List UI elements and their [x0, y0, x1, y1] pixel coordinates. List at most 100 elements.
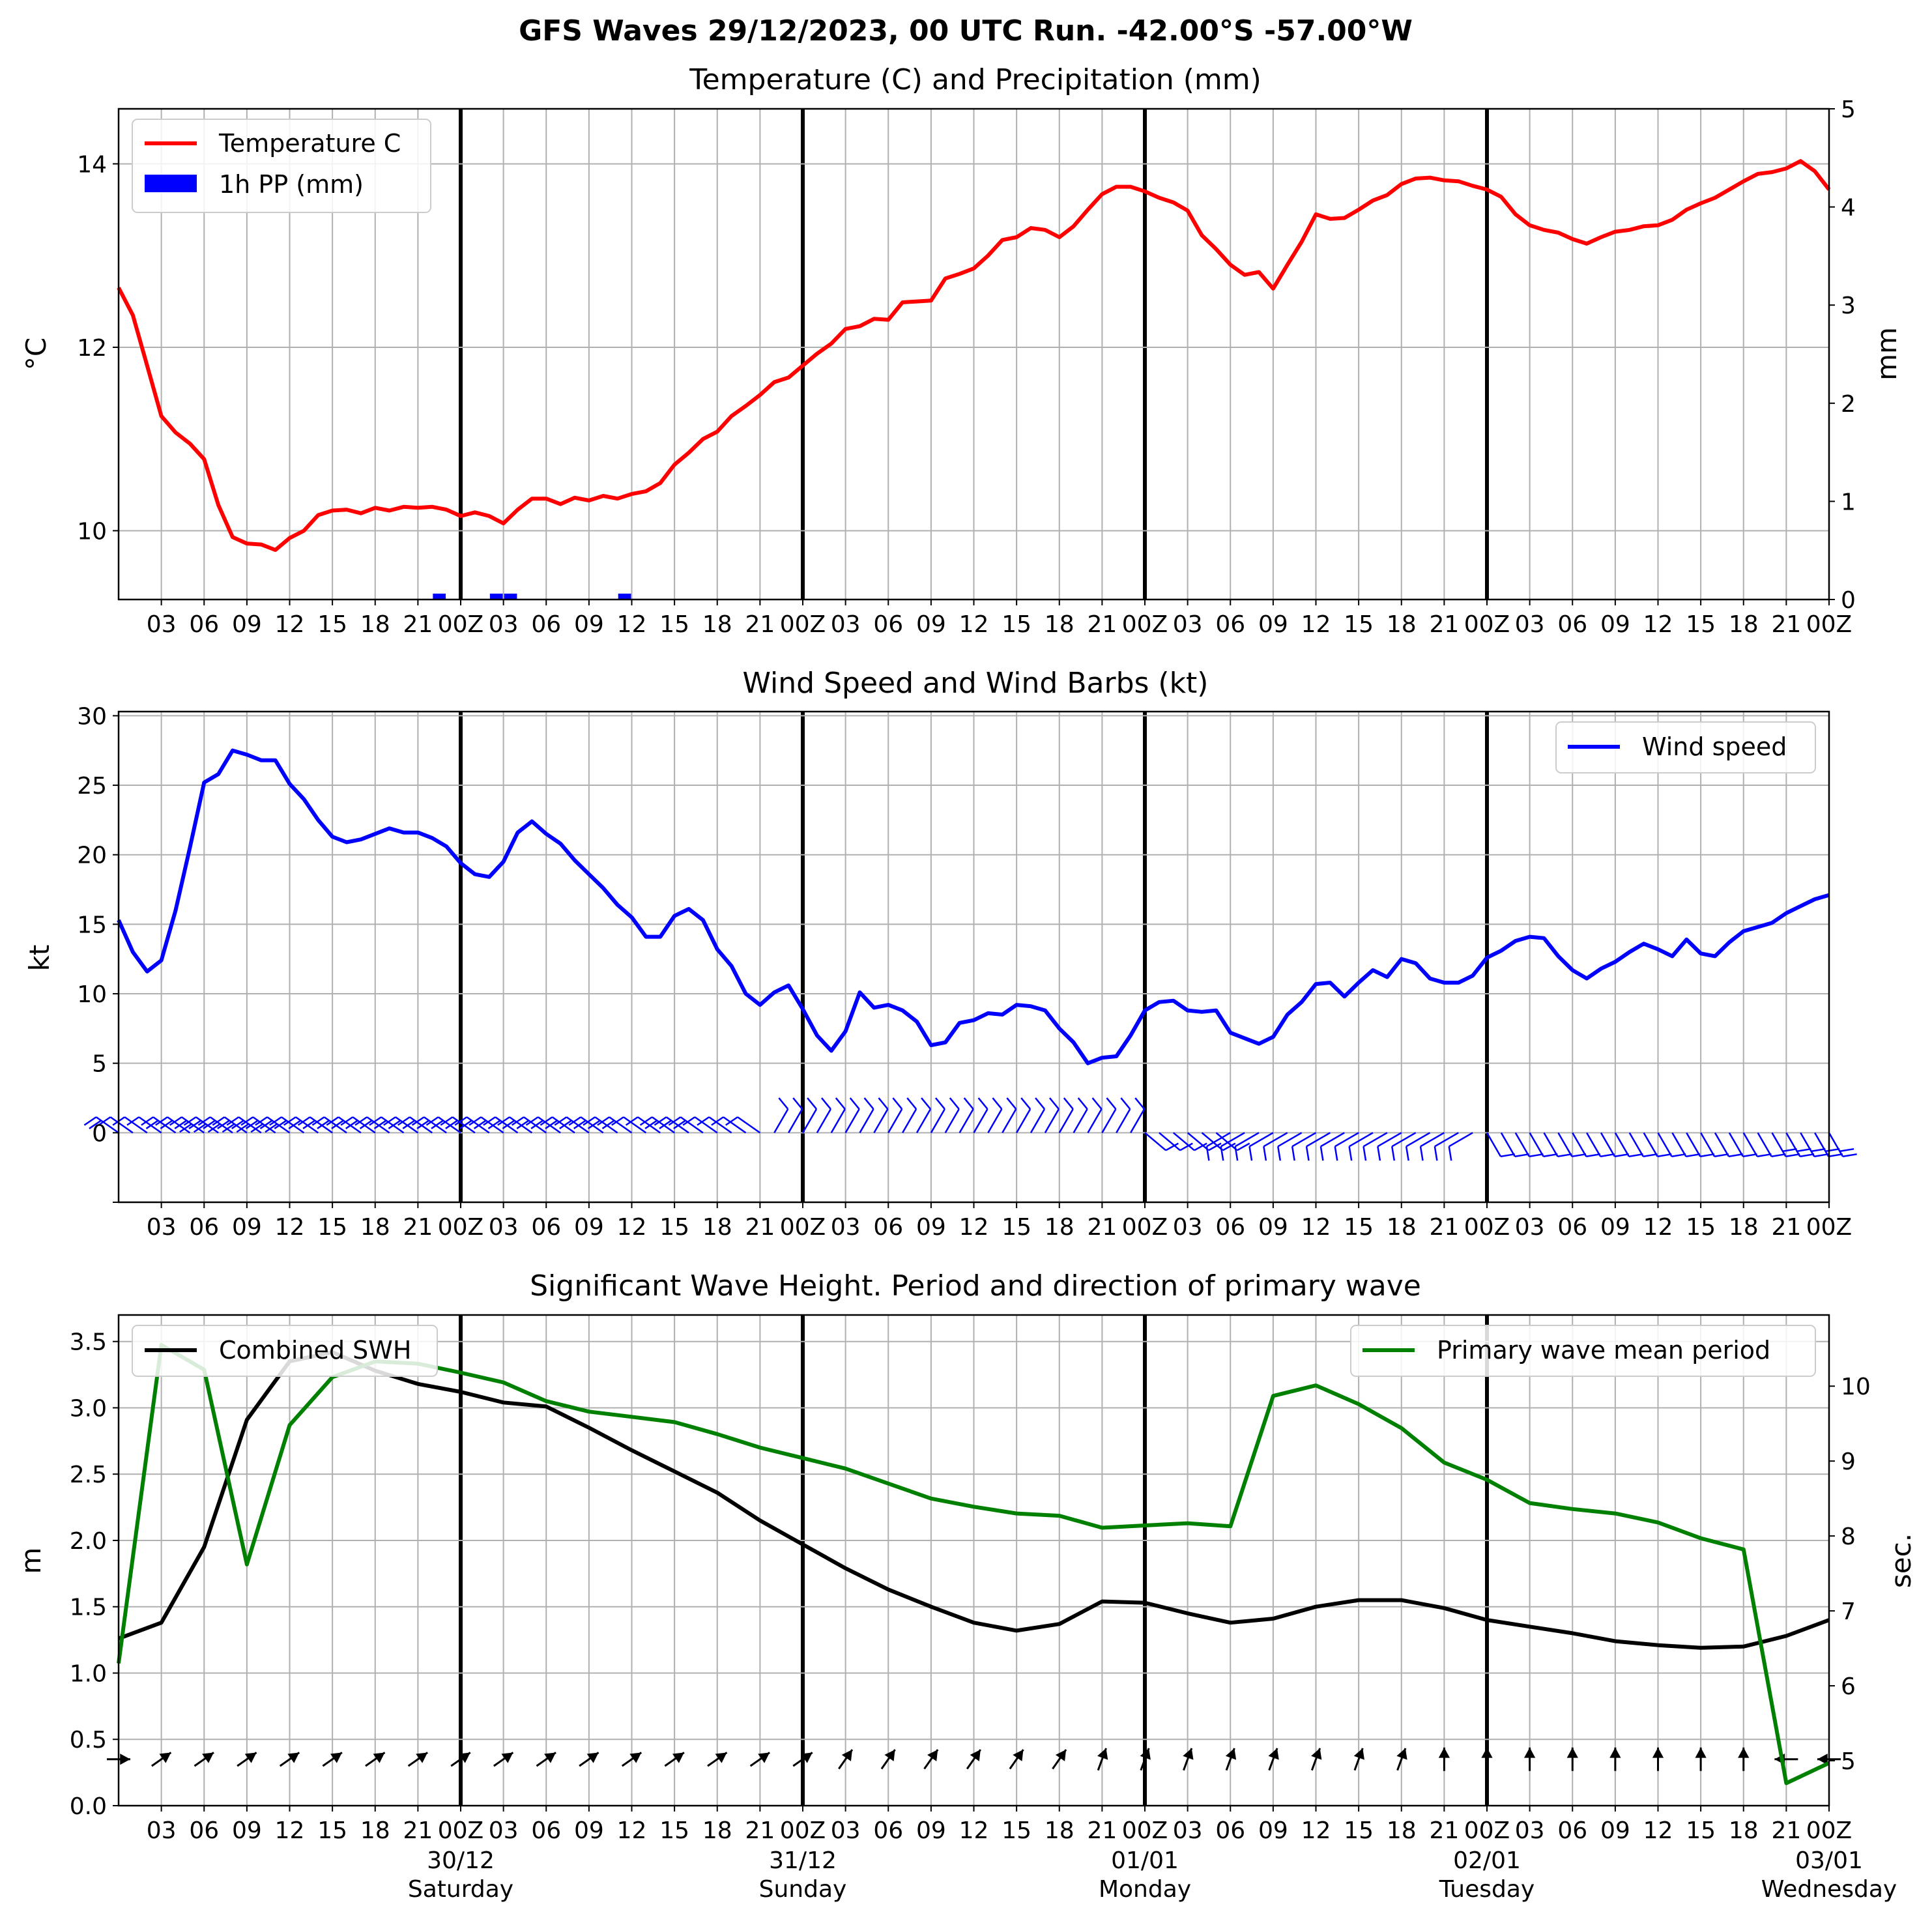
x-tick-label: 15 — [1002, 1817, 1031, 1844]
x-tick-label: 06 — [189, 1817, 219, 1844]
x-tick-label: 12 — [959, 1214, 989, 1241]
x-tick-label: 03 — [831, 1214, 861, 1241]
x-tick-label: 18 — [1387, 611, 1417, 638]
x-tick-label: 00Z — [438, 1817, 483, 1844]
p1-title: Temperature (C) and Precipitation (mm) — [689, 63, 1262, 96]
wave-direction-arrow-head — [1481, 1747, 1493, 1758]
wind-barb-staff — [509, 1116, 533, 1134]
p2-frame — [117, 710, 1830, 1204]
x-tick-label: 03 — [147, 1817, 177, 1844]
wind-barb-feather — [345, 1119, 358, 1129]
wind-barb-feather — [212, 1116, 225, 1126]
wind-barb-feather — [1742, 1153, 1757, 1157]
x-tick-label: 09 — [1258, 1817, 1288, 1844]
x-tick-label: 18 — [1387, 1214, 1417, 1241]
wind-barb-feather — [431, 1119, 444, 1129]
wind-barb-staff — [1201, 1132, 1224, 1151]
p1-left-ticks: 10 12 14 — [77, 151, 119, 545]
wind-barb-feather — [1208, 1142, 1222, 1151]
y-tick-label: 2.5 — [70, 1462, 107, 1488]
wind-barb-staff — [1671, 1132, 1687, 1157]
wind-barb-staff — [1215, 1132, 1238, 1151]
x-tick-label: 18 — [702, 1817, 732, 1844]
x-tick-label: 06 — [873, 611, 903, 638]
wind-barb-feather — [540, 1116, 553, 1126]
wind-barb-staff — [1101, 1108, 1117, 1133]
y-tick-label-right: 10 — [1841, 1374, 1871, 1400]
wind-barb-staff — [1320, 1132, 1345, 1148]
wind-barb-staff — [1277, 1132, 1303, 1148]
day-name-label: Saturday — [408, 1876, 513, 1903]
wind-barb-feather — [1165, 1142, 1179, 1151]
p1-x-ticks: 03 06 09 12 15 18 21 00Z 03 06 09 12 15 18 21 00Z 03 06 09… — [147, 599, 1852, 638]
wave-direction-arrow-head — [287, 1752, 300, 1763]
wind-barb-feather — [1614, 1153, 1629, 1157]
wind-barb-staff — [816, 1108, 831, 1133]
wind-barb-feather — [236, 1123, 250, 1133]
wind-barb-feather — [1205, 1146, 1210, 1161]
wind-barb-feather — [835, 1097, 846, 1110]
wind-barb-staff — [1486, 1132, 1502, 1157]
wind-barb-staff — [1800, 1132, 1815, 1157]
wave-direction-arrow-head — [1652, 1747, 1664, 1758]
wind-barb-feather — [1434, 1146, 1438, 1161]
wind-barb-staff — [1557, 1132, 1573, 1157]
y-tick-label: 15 — [77, 912, 107, 938]
x-tick-label: 12 — [275, 1817, 305, 1844]
legend-wind-label: Wind speed — [1642, 732, 1787, 761]
y-tick-label: 3.0 — [70, 1395, 107, 1422]
p2-title: Wind Speed and Wind Barbs (kt) — [743, 667, 1209, 700]
legend-swh-label: Combined SWH — [219, 1336, 411, 1365]
y-tick-label: 1.0 — [70, 1660, 107, 1687]
x-tick-label: 15 — [1344, 611, 1374, 638]
wind-barb-staff — [1159, 1132, 1181, 1151]
wind-line-group — [117, 748, 1830, 1065]
wind-barb-feather — [1700, 1153, 1715, 1157]
x-tick-label: 00Z — [1122, 1214, 1168, 1241]
wind-barb-staff — [1586, 1132, 1602, 1157]
wind-barb-feather — [711, 1116, 724, 1126]
x-tick-label: 12 — [617, 1214, 647, 1241]
wind-barb-staff — [1714, 1132, 1730, 1157]
x-tick-label: 00Z — [1464, 611, 1510, 638]
wind-barb-staff — [1073, 1108, 1088, 1133]
wave-direction-arrow-head — [1609, 1747, 1621, 1758]
wind-barb-feather — [1586, 1153, 1601, 1157]
wind-barb-staff — [708, 1116, 732, 1134]
wind-barb-staff — [944, 1108, 960, 1133]
x-tick-label: 06 — [1215, 611, 1245, 638]
wave-direction-arrow-head — [970, 1750, 981, 1761]
x-tick-label: 15 — [1002, 611, 1031, 638]
p3-grid — [119, 1315, 1830, 1806]
y-tick-label: 0.5 — [70, 1727, 107, 1754]
wind-barb-feather — [673, 1119, 686, 1129]
wind-barb-feather — [203, 1119, 216, 1129]
wind-barb-staff — [1728, 1132, 1744, 1157]
y-tick-label: 12 — [77, 335, 107, 362]
wind-barb-feather — [573, 1119, 586, 1129]
y-tick-label: 3.5 — [70, 1329, 107, 1356]
wind-barb-feather — [1334, 1146, 1338, 1161]
x-tick-label: 03 — [489, 1817, 519, 1844]
y-tick-label: 10 — [77, 518, 107, 545]
p1-right-ticks: 0 1 2 3 4 5 — [1829, 96, 1856, 614]
wind-barb-staff — [1434, 1132, 1459, 1148]
wind-barb-staff — [959, 1108, 974, 1133]
wind-barb-feather — [1348, 1146, 1353, 1161]
x-tick-label: 03 — [489, 1214, 519, 1241]
p3-legend-period: Primary wave mean period — [1350, 1325, 1816, 1377]
wind-barb-staff — [252, 1116, 276, 1134]
wind-barb-feather — [302, 1119, 315, 1129]
wind-barb-feather — [411, 1116, 425, 1126]
wind-barb-feather — [1035, 1097, 1045, 1110]
wind-barb-staff — [887, 1108, 903, 1133]
wind-barb-feather — [1319, 1146, 1324, 1161]
legend-precip-label: 1h PP (mm) — [219, 170, 364, 199]
swh-line — [117, 1350, 1830, 1650]
wind-barb-feather — [265, 1123, 278, 1133]
figure-suptitle: GFS Waves 29/12/2023, 00 UTC Run. -42.00… — [519, 14, 1413, 48]
wind-barb-staff — [652, 1116, 675, 1134]
wind-barb-staff — [1144, 1132, 1166, 1151]
wind-barb-staff — [844, 1108, 860, 1133]
wind-barb-feather — [354, 1116, 368, 1126]
